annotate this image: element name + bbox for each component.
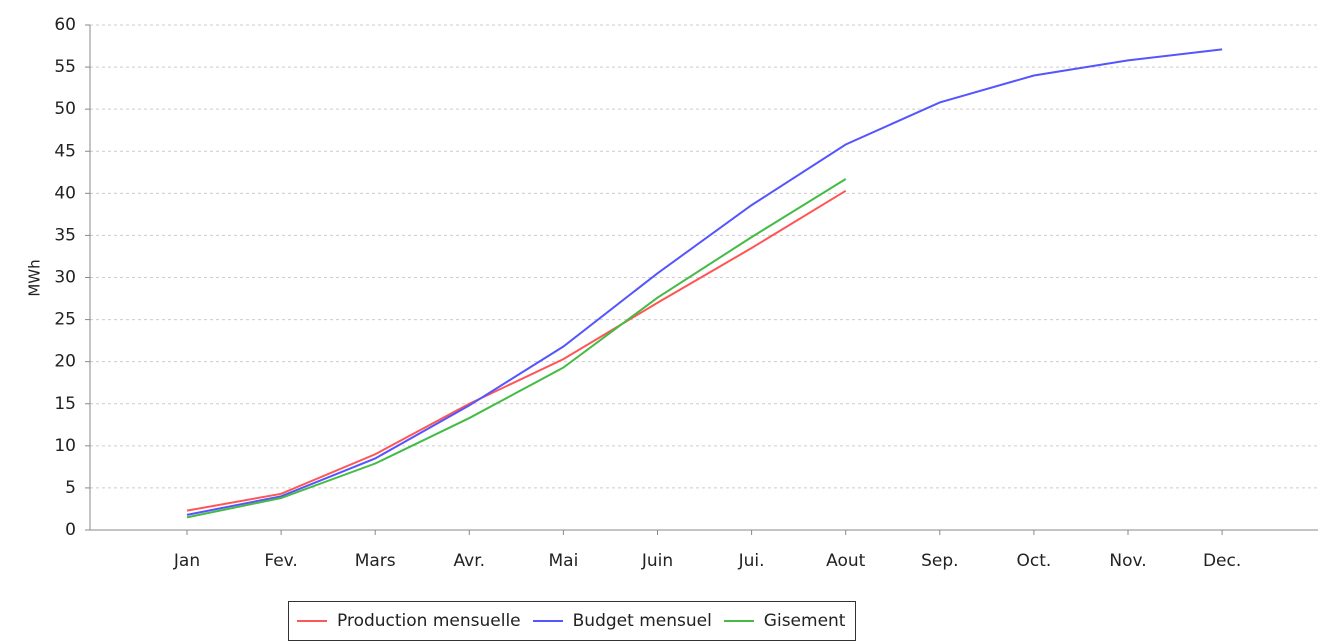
y-tick-label: 55: [54, 57, 76, 77]
x-tick-label: Mars: [355, 551, 396, 571]
legend-item: Budget mensuel: [532, 611, 712, 631]
y-tick-label: 50: [54, 99, 76, 119]
legend-swatch: [532, 620, 563, 622]
x-tick-label: Sep.: [921, 551, 958, 571]
y-tick-label: 35: [54, 225, 76, 245]
y-tick-label: 0: [65, 520, 76, 540]
y-tick-label: 10: [54, 436, 76, 456]
x-tick-label: Jui.: [738, 551, 765, 571]
x-tick-label: Oct.: [1017, 551, 1052, 571]
y-axis-label: MWh: [26, 259, 44, 296]
y-tick-label: 15: [54, 394, 76, 414]
series-line: [186, 48, 1223, 516]
x-tick-label: Nov.: [1109, 551, 1146, 571]
x-tick-label: Dec.: [1203, 551, 1241, 571]
legend-label: Budget mensuel: [572, 611, 712, 631]
legend-item: Gisement: [723, 611, 846, 631]
legend-label: Gisement: [763, 611, 846, 631]
legend: Production mensuelle Budget mensuel Giseme…: [288, 601, 857, 641]
y-tick-label: 30: [54, 268, 76, 288]
y-tick-label: 60: [54, 15, 76, 35]
x-tick-label: Aout: [826, 551, 866, 571]
y-tick-label: 5: [65, 478, 76, 498]
x-tick-label: Juin: [641, 551, 673, 571]
x-tick-label: Mai: [548, 551, 578, 571]
legend-item: Production mensuelle: [297, 611, 521, 631]
y-tick-label: 25: [54, 310, 76, 330]
x-tick-label: Jan: [173, 551, 200, 571]
y-tick-label: 40: [54, 183, 76, 203]
chart: MWh 0 5 10 15 20 25 30 35 40 45 50 55 60 Jan Fev. Mars A…: [26, 15, 1318, 571]
x-tick-label: Fev.: [264, 551, 297, 571]
series-line: [186, 178, 847, 519]
series-line: [186, 189, 847, 512]
legend-swatch: [297, 620, 327, 622]
y-tick-label: 20: [54, 352, 76, 372]
legend-swatch: [723, 620, 754, 622]
legend-label: Production mensuelle: [337, 611, 521, 631]
x-tick-label: Avr.: [454, 551, 486, 571]
y-tick-label: 45: [54, 141, 76, 161]
